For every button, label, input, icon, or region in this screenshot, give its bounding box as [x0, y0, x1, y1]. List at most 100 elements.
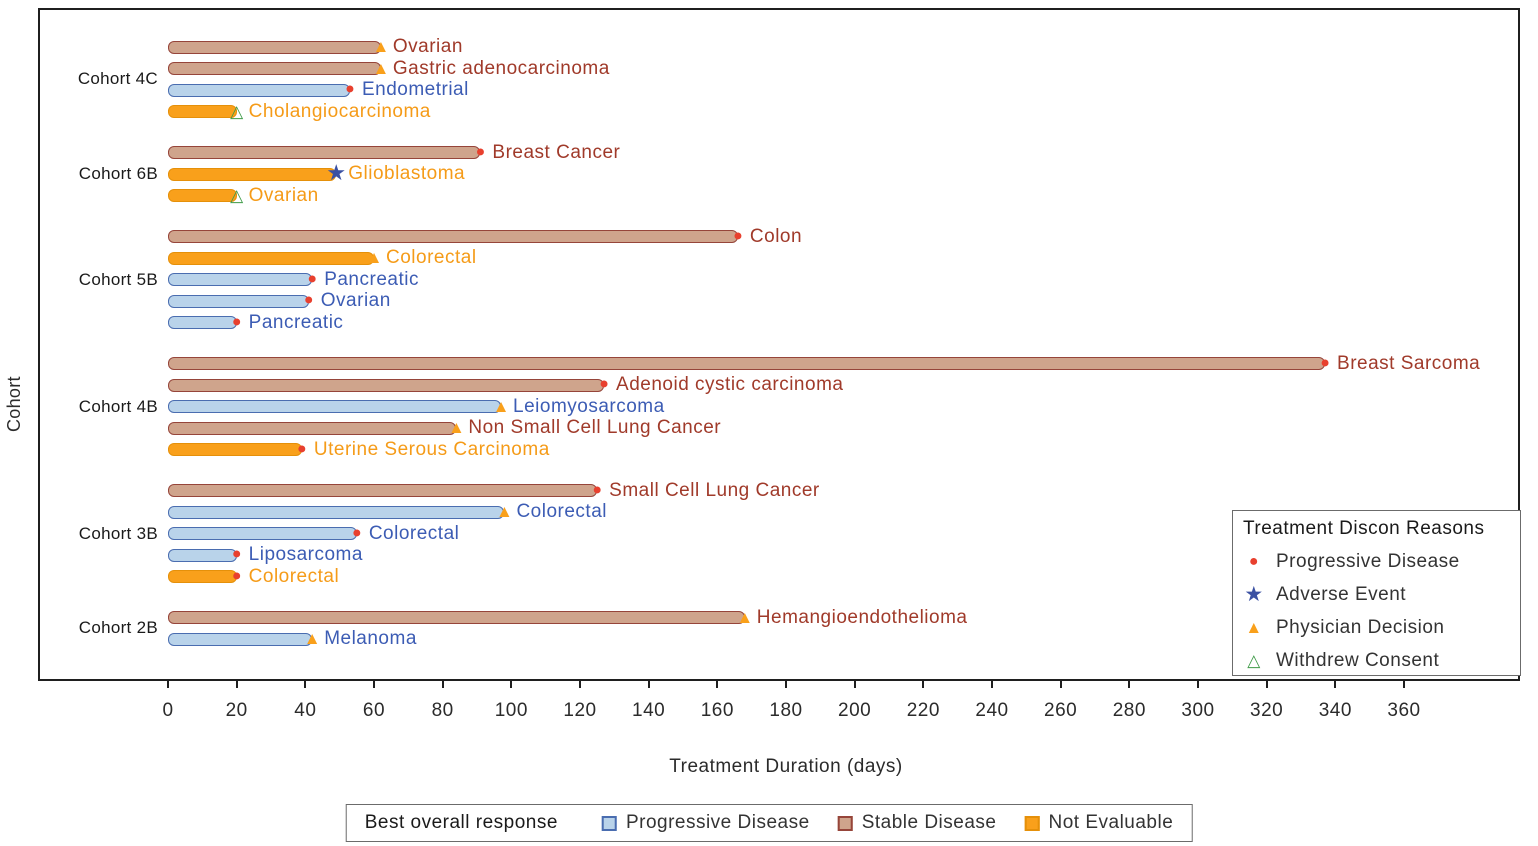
filled-circle-icon: ●: [1248, 552, 1260, 570]
x-tick-mark: [647, 680, 650, 688]
progressive-disease-marker-icon: ●: [303, 291, 314, 309]
bar-label: Gastric adenocarcinoma: [392, 57, 610, 79]
cohort-tick-label: Cohort 6B: [78, 164, 158, 183]
bar-label: Liposarcoma: [248, 544, 363, 566]
discon-legend-title: Treatment Discon Reasons: [1243, 518, 1485, 539]
response-swatch-icon: [837, 815, 853, 831]
withdrew-consent-marker-icon: △: [230, 185, 244, 205]
bar-label: Pancreatic: [324, 268, 419, 290]
response-legend-label: Stable Disease: [861, 812, 997, 833]
progressive-disease-marker-icon: ●: [475, 142, 486, 160]
response-swatch-icon: [1024, 815, 1040, 831]
response-legend-label: Progressive Disease: [625, 812, 810, 833]
bar-label: Breast Sarcoma: [1337, 352, 1481, 374]
physician-decision-marker-icon: ▲: [496, 501, 513, 521]
bar-label: Small Cell Lung Cancer: [609, 479, 820, 501]
x-tick-mark: [1059, 680, 1062, 688]
duration-bar: [168, 230, 738, 243]
response-legend-item: Stable Disease: [837, 812, 997, 834]
physician-decision-marker-icon: ▲: [492, 396, 510, 416]
physician-decision-marker-icon: ▲: [736, 607, 754, 627]
x-tick-mark: [785, 680, 787, 688]
bar-label: Adenoid cystic carcinoma: [616, 374, 844, 396]
progressive-disease-marker-icon: ●: [733, 226, 743, 244]
x-tick-label: 60: [362, 700, 386, 721]
duration-bar: [168, 273, 313, 286]
bar-label: Ovarian: [320, 290, 391, 312]
bar-label: Colorectal: [516, 501, 607, 523]
response-legend-items: Progressive Disease Stable Disease Not Eva…: [601, 812, 1173, 834]
bar-label: Melanoma: [324, 628, 417, 650]
duration-bar: [168, 400, 502, 413]
x-tick-mark: [373, 680, 375, 688]
x-tick-label: 40: [294, 700, 317, 721]
response-legend-item: Not Evaluable: [1024, 812, 1173, 834]
physician-decision-marker-icon: ▲: [372, 58, 390, 78]
x-tick-mark: [1197, 680, 1199, 688]
discon-legend-label: Physician Decision: [1276, 616, 1445, 638]
response-legend-title: Best overall response: [364, 812, 558, 833]
x-tick-label: 240: [975, 700, 1009, 721]
x-tick-label: 280: [1112, 700, 1146, 721]
bar-label: Endometrial: [361, 79, 469, 101]
physician-decision-marker-icon: ▲: [365, 247, 383, 267]
bar-label: Colon: [749, 225, 803, 247]
discon-legend-item: ★ Adverse Event: [1243, 578, 1510, 611]
discon-legend-items: ● Progressive Disease ★ Adverse Event ▲ Physi…: [1243, 545, 1510, 677]
progressive-disease-marker-icon: ●: [231, 545, 242, 563]
cohort-tick-label: Cohort 4C: [77, 69, 158, 89]
open-triangle-icon: △: [1247, 651, 1261, 670]
x-axis-title: Treatment Duration (days): [669, 756, 903, 777]
progressive-disease-marker-icon: ●: [231, 566, 242, 584]
duration-bar: [168, 378, 605, 392]
duration-bar: [168, 632, 313, 646]
response-swatch-icon: [601, 815, 617, 831]
filled-star-icon: ★: [1244, 583, 1264, 606]
discon-legend-item: ● Progressive Disease: [1243, 545, 1510, 578]
bar-label: Colorectal: [386, 247, 477, 269]
y-axis-title: Cohort: [4, 376, 24, 432]
duration-bar: [168, 443, 302, 456]
duration-bar: [168, 167, 337, 181]
x-tick-label: 0: [162, 700, 174, 721]
withdrew-consent-marker-icon: △: [230, 101, 244, 121]
response-legend-item: Progressive Disease: [601, 812, 810, 834]
x-tick-label: 320: [1250, 700, 1284, 721]
duration-bar: [168, 62, 381, 75]
x-tick-label: 140: [632, 700, 666, 721]
bar-label: Hemangioendothelioma: [756, 606, 968, 628]
bar-label: Glioblastoma: [348, 163, 466, 185]
physician-decision-marker-icon: ▲: [372, 36, 390, 56]
progressive-disease-marker-icon: ●: [307, 269, 318, 287]
x-tick-mark: [922, 680, 925, 688]
x-tick-mark: [579, 680, 581, 688]
x-tick-mark: [1403, 680, 1405, 688]
bar-label: Ovarian: [248, 184, 319, 206]
duration-bar: [168, 357, 1326, 370]
x-tick-mark: [167, 680, 169, 688]
bar-label: Pancreatic: [248, 311, 344, 333]
discon-reasons-legend: Treatment Discon Reasons ● Progressive Di…: [1232, 510, 1521, 676]
cohort-tick-label: Cohort 3B: [78, 523, 158, 543]
progressive-disease-marker-icon: ●: [592, 480, 602, 498]
progressive-disease-marker-icon: ●: [351, 523, 362, 541]
x-tick-mark: [1128, 680, 1131, 688]
duration-bar: [168, 527, 357, 540]
x-tick-label: 360: [1387, 700, 1421, 721]
x-tick-label: 220: [906, 700, 940, 721]
duration-bar: [168, 189, 237, 202]
bar-label: Breast Cancer: [492, 141, 621, 163]
progressive-disease-marker-icon: ●: [297, 439, 307, 457]
x-tick-label: 100: [494, 700, 528, 721]
x-tick-mark: [441, 680, 444, 688]
x-tick-mark: [304, 680, 307, 688]
x-tick-label: 200: [838, 700, 872, 721]
bar-label: Non Small Cell Lung Cancer: [468, 417, 722, 439]
discon-legend-item: △ Withdrew Consent: [1243, 644, 1510, 677]
bar-label: Ovarian: [392, 36, 463, 58]
progressive-disease-marker-icon: ●: [345, 80, 355, 98]
duration-bar: [168, 505, 505, 519]
x-tick-mark: [853, 680, 856, 688]
response-legend-label: Not Evaluable: [1048, 812, 1174, 833]
